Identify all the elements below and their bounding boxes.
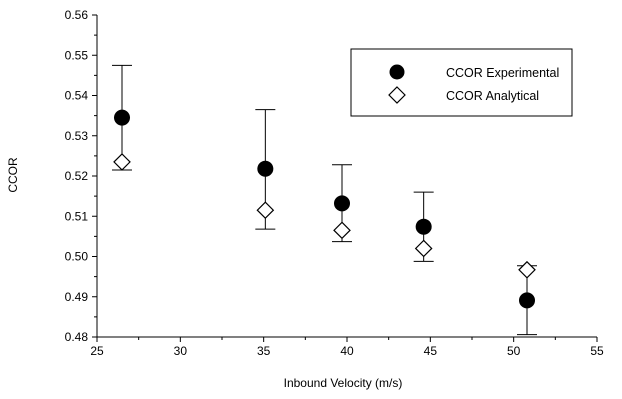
legend-experimental-marker	[389, 64, 405, 80]
x-tick-label: 50	[507, 344, 521, 358]
analytical-point	[256, 201, 275, 220]
x-tick-label: 45	[424, 344, 438, 358]
y-tick-label: 0.49	[65, 290, 89, 304]
experimental-point	[519, 292, 535, 309]
experimental-point	[114, 109, 130, 126]
y-tick-label: 0.56	[65, 8, 89, 22]
y-tick-label: 0.48	[65, 330, 89, 344]
data-markers	[113, 109, 536, 309]
x-tick-label: 35	[257, 344, 271, 358]
y-tick-label: 0.54	[65, 89, 89, 103]
legend-experimental-label: CCOR Experimental	[446, 66, 559, 80]
legend-box	[350, 48, 573, 117]
x-tick-label: 25	[90, 344, 104, 358]
experimental-point	[415, 218, 432, 235]
analytical-point	[333, 221, 351, 240]
legend-analytical-marker	[388, 86, 406, 104]
y-tick-label: 0.51	[65, 209, 89, 223]
legend: CCOR Experimental CCOR Analytical	[350, 48, 573, 117]
analytical-point	[113, 153, 131, 171]
x-tick-label: 55	[590, 344, 604, 358]
x-axis-label: Inbound Velocity (m/s)	[284, 376, 403, 390]
y-axis-label: CCOR	[6, 157, 20, 193]
analytical-point	[518, 260, 536, 279]
experimental-point	[257, 160, 274, 177]
y-tick-label: 0.53	[65, 129, 89, 143]
legend-analytical-label: CCOR Analytical	[446, 89, 539, 103]
axis-ticks: 25 30 35 40 45 50 55 0.48 0.49 0.50 0.51 0.52 0.53 0.…	[65, 8, 604, 358]
y-tick-label: 0.55	[65, 48, 89, 62]
analytical-point	[414, 239, 433, 258]
y-tick-label: 0.52	[65, 169, 89, 183]
experimental-point	[334, 195, 350, 212]
y-tick-label: 0.50	[65, 250, 89, 264]
x-tick-label: 30	[174, 344, 188, 358]
x-tick-label: 40	[340, 344, 354, 358]
